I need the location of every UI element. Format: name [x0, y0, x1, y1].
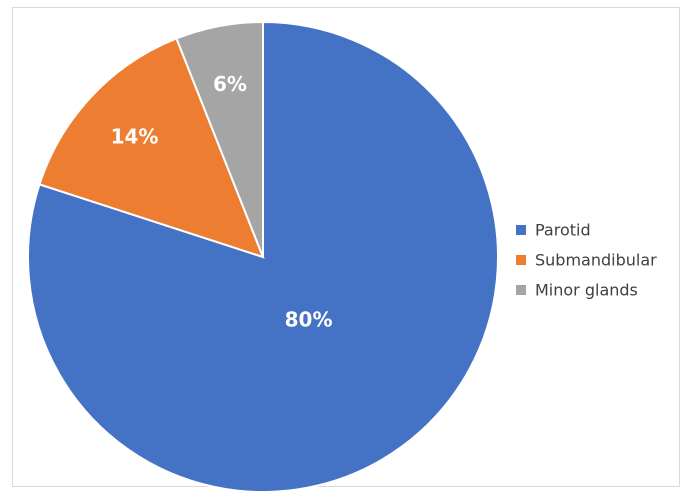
- data-label-submandibular: 14%: [111, 124, 159, 148]
- legend-swatch-minor-glands: [516, 285, 526, 295]
- data-label-minor-glands: 6%: [213, 72, 247, 96]
- legend-swatch-parotid: [516, 225, 526, 235]
- pie-slices: [27, 20, 499, 491]
- pie-data-labels: 80% 14% 6%: [111, 72, 333, 332]
- data-label-parotid: 80%: [285, 308, 333, 332]
- pie-slice-minor-glands: [175, 20, 264, 258]
- legend: Parotid Submandibular Minor glands: [516, 221, 657, 300]
- legend-swatch-submandibular: [516, 255, 526, 265]
- legend-label-minor-glands: Minor glands: [535, 281, 638, 300]
- pie-slice-submandibular: [38, 37, 265, 259]
- legend-label-parotid: Parotid: [535, 221, 591, 240]
- legend-label-submandibular: Submandibular: [535, 251, 657, 270]
